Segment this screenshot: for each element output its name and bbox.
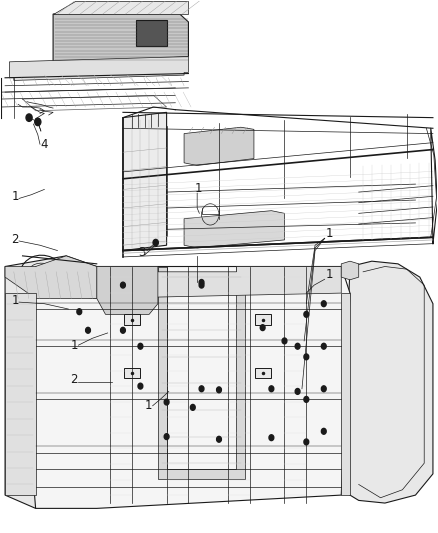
Circle shape: [35, 118, 41, 126]
Text: 1: 1: [71, 339, 78, 352]
Text: 1: 1: [145, 399, 152, 412]
Circle shape: [85, 327, 90, 333]
Polygon shape: [35, 266, 341, 298]
Polygon shape: [53, 14, 188, 64]
Circle shape: [321, 429, 326, 434]
Circle shape: [295, 343, 300, 349]
Polygon shape: [5, 293, 35, 495]
Bar: [136, 20, 166, 46]
Polygon shape: [27, 266, 350, 508]
Text: 1: 1: [12, 294, 19, 306]
Circle shape: [120, 282, 125, 288]
Polygon shape: [53, 1, 188, 14]
Circle shape: [153, 239, 158, 246]
Polygon shape: [184, 127, 254, 165]
Circle shape: [304, 354, 309, 360]
Circle shape: [164, 399, 169, 405]
Polygon shape: [184, 211, 285, 248]
Circle shape: [304, 439, 309, 445]
Polygon shape: [341, 261, 359, 280]
Circle shape: [199, 279, 204, 285]
Text: 4: 4: [40, 139, 47, 151]
Bar: [124, 314, 140, 325]
Text: 3: 3: [138, 246, 145, 260]
Circle shape: [304, 311, 309, 317]
Circle shape: [120, 327, 125, 333]
Polygon shape: [97, 266, 158, 314]
Circle shape: [199, 386, 204, 392]
Circle shape: [295, 389, 300, 394]
Polygon shape: [5, 256, 97, 508]
Text: 1: 1: [326, 227, 333, 240]
Text: 1: 1: [195, 182, 202, 195]
Polygon shape: [10, 56, 188, 80]
Circle shape: [321, 386, 326, 392]
Circle shape: [260, 325, 265, 330]
Text: 1: 1: [326, 268, 333, 281]
Circle shape: [199, 282, 204, 288]
Circle shape: [77, 309, 81, 314]
Bar: [255, 368, 271, 378]
Polygon shape: [5, 256, 97, 298]
Circle shape: [191, 405, 195, 410]
Bar: [255, 314, 271, 325]
Circle shape: [164, 434, 169, 440]
Polygon shape: [123, 112, 166, 251]
Polygon shape: [341, 293, 350, 495]
Circle shape: [217, 387, 221, 393]
Polygon shape: [341, 261, 433, 503]
Circle shape: [321, 343, 326, 349]
Text: 2: 2: [12, 232, 19, 246]
Circle shape: [138, 383, 143, 389]
Text: 1: 1: [12, 190, 19, 203]
Circle shape: [217, 437, 221, 442]
Circle shape: [282, 338, 287, 344]
Circle shape: [269, 386, 274, 392]
Circle shape: [138, 343, 143, 349]
Circle shape: [26, 114, 32, 122]
Circle shape: [321, 301, 326, 306]
Circle shape: [269, 435, 274, 441]
Circle shape: [304, 397, 309, 402]
Text: 2: 2: [71, 374, 78, 386]
Bar: [124, 368, 140, 378]
Polygon shape: [158, 266, 245, 479]
